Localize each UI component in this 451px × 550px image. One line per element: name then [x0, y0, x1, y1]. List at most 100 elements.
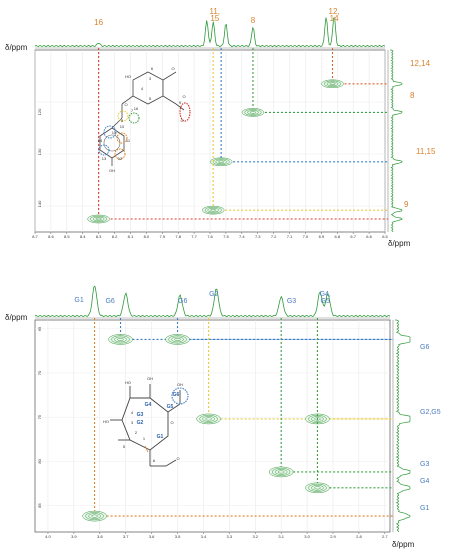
right-peak-label: 8: [410, 91, 415, 100]
peak-contour: [95, 217, 102, 221]
peak-contour: [168, 335, 187, 344]
structure-atom-label: 10: [120, 124, 125, 129]
peak-contour: [204, 206, 222, 214]
structure-atom-label: HO: [125, 380, 131, 385]
x-tick-label: 7.1: [287, 234, 293, 239]
bond: [175, 103, 185, 111]
y-tick-label: 130: [37, 148, 42, 155]
peak-contour: [111, 335, 130, 344]
structure-atom-label: O: [182, 94, 185, 99]
right-peak-label: G2,G5: [420, 409, 441, 416]
top-peak-label: G6: [178, 298, 187, 305]
peak-contour: [311, 416, 324, 422]
right-peak-label: G3: [420, 461, 429, 468]
x-tick-label: 2.9: [330, 534, 336, 539]
x-tick-label: 7.6: [207, 234, 213, 239]
x-tick-label: 6.8: [334, 234, 340, 239]
x-tick-label: 7.5: [223, 234, 229, 239]
cross-peak: [321, 79, 344, 89]
peak-contour: [199, 414, 218, 423]
structure-atom-label: HO: [125, 74, 131, 79]
structure-atom-label: OH: [147, 376, 153, 381]
right-projection-spectrum: [390, 49, 403, 233]
highlight-bond: [144, 445, 149, 453]
bond: [167, 403, 181, 413]
structure-atom-label: 11: [126, 138, 131, 143]
x-tick-label: 8.4: [80, 234, 86, 239]
x-tick-label: 8.3: [96, 234, 102, 239]
top-peak-label: 15: [210, 14, 219, 23]
highlight-circle-blue-2: [98, 144, 110, 156]
aromatic-circle: [103, 134, 121, 152]
x-tick-label: 8.0: [144, 234, 150, 239]
x-tick-label: 6.6: [366, 234, 372, 239]
peak-contour: [311, 485, 324, 491]
right-projection-spectrum: [395, 319, 411, 533]
x-tick-label: 7.3: [255, 234, 261, 239]
y-tick-label: 70: [37, 370, 42, 375]
bond: [162, 71, 177, 81]
structure-atom-label: 4: [141, 86, 144, 91]
structure-atom-label: 1: [143, 436, 146, 441]
right-peak-label: 9: [404, 200, 409, 209]
peak-contour: [314, 486, 321, 490]
cross-peak: [209, 157, 233, 167]
peak-contour: [305, 482, 330, 494]
x-tick-label: 3.1: [278, 534, 284, 539]
pyranose-ring: [121, 397, 169, 451]
glucose-position-label: G4: [145, 402, 152, 408]
structure-atom-label: 12: [118, 156, 123, 161]
cross-peak: [305, 482, 330, 494]
peak-contour: [171, 336, 184, 343]
structure-atom-label: 7: [131, 108, 134, 113]
x-tick-label: 3.4: [201, 534, 207, 539]
glucose-position-label: G5: [167, 404, 174, 410]
x-tick-label: 3.2: [252, 534, 258, 539]
top-peak-label: 11,: [210, 7, 221, 16]
peak-contour: [202, 416, 215, 422]
structure-atom-label: 3: [149, 76, 152, 81]
x-tick-label: 6.9: [319, 234, 325, 239]
peak-contour: [196, 413, 221, 425]
glucose-position-label: G6: [173, 392, 180, 398]
x-tick-label: 3.9: [71, 534, 77, 539]
bond: [165, 459, 177, 467]
y-tick-label: 80: [37, 458, 42, 463]
glucose-position-label: G3: [137, 412, 144, 418]
structure-atom-label: 9: [179, 100, 182, 105]
y-tick-label: 75: [37, 414, 42, 419]
x-tick-label: 3.6: [149, 534, 155, 539]
peak-contour: [247, 110, 259, 115]
top-peak-label: 14: [330, 14, 339, 23]
y-axis-label: δ/ppm: [5, 43, 28, 52]
x-tick-label: 8.5: [64, 234, 70, 239]
peak-contour: [244, 109, 262, 116]
structure-atom-label: 6: [153, 458, 156, 463]
peak-contour: [326, 81, 339, 87]
y-tick-label: 120: [37, 108, 42, 115]
right-peak-label: G6: [420, 344, 429, 351]
structure-atom-label: 5: [123, 444, 126, 449]
glucose-position-label: G1: [157, 434, 164, 440]
highlight-circle-yellow: [117, 110, 129, 122]
structure-atom-label: O: [170, 420, 173, 425]
peak-contour: [277, 470, 285, 474]
x-tick-label: 2.7: [382, 534, 388, 539]
peak-contour: [308, 483, 327, 492]
peak-contour: [85, 512, 104, 521]
structure-atom-label: 13: [102, 156, 107, 161]
highlight-ellipse-red: [179, 102, 191, 122]
y-tick-label: 65: [37, 326, 42, 331]
top-peak-label: G4,: [320, 291, 331, 298]
cross-peak: [165, 334, 190, 345]
peak-contour: [218, 160, 225, 164]
peak-contour: [249, 111, 256, 114]
x-tick-label: 6.5: [382, 234, 388, 239]
x-tick-label: 8.7: [32, 234, 38, 239]
top-1d-spectrum: [34, 17, 386, 48]
peak-contour: [207, 207, 219, 213]
cross-peak: [241, 108, 265, 117]
peak-contour: [268, 466, 294, 478]
